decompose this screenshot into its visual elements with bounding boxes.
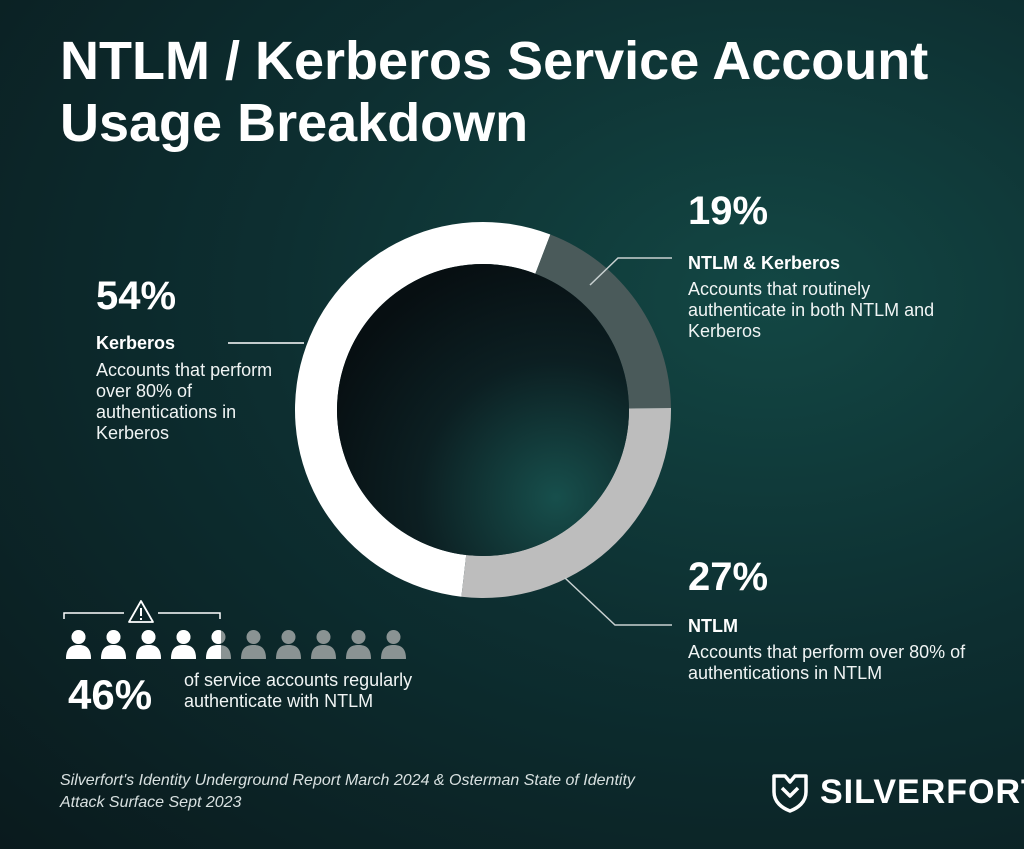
ntlm-usage-percent: 46% bbox=[68, 671, 153, 718]
ntlm-leader-line bbox=[564, 577, 672, 626]
ntlm-percent: 27% bbox=[688, 555, 769, 599]
donut-slices bbox=[294, 221, 671, 598]
ntlm-kerberos-leader-line bbox=[589, 257, 672, 286]
brand-logo: SILVERFORT bbox=[768, 770, 1024, 814]
warning-icon bbox=[128, 600, 154, 623]
silverfort-shield-icon bbox=[772, 774, 808, 813]
people-bracket bbox=[63, 612, 221, 619]
ntlm-kerberos-percent: 19% bbox=[688, 189, 769, 233]
ntlm-label: NTLM bbox=[688, 616, 738, 636]
kerberos-label: Kerberos bbox=[96, 333, 176, 353]
slice-kerberos bbox=[294, 221, 551, 597]
slice-ntlm-kerberos bbox=[535, 234, 671, 409]
ntlm-kerberos-description: Accounts that routinely authenticate in … bbox=[688, 279, 935, 341]
ntlm-usage-note: of service accounts regularly authentica… bbox=[184, 670, 413, 711]
ntlm-description: Accounts that perform over 80% of authen… bbox=[688, 642, 966, 683]
person-icon bbox=[206, 630, 231, 659]
source-citation: Silverfort's Identity Underground Report… bbox=[60, 772, 635, 811]
person-icon bbox=[381, 630, 406, 659]
person-icon bbox=[136, 630, 161, 659]
kerberos-description: Accounts that perform over 80% of authen… bbox=[96, 360, 273, 443]
person-icon bbox=[241, 630, 266, 659]
donut-hole bbox=[337, 264, 629, 556]
ntlm-kerberos-label: NTLM & Kerberos bbox=[688, 253, 841, 273]
brand-name: SILVERFORT bbox=[820, 772, 1024, 811]
person-icon bbox=[346, 630, 371, 659]
person-icon bbox=[66, 630, 91, 659]
person-icon bbox=[171, 630, 196, 659]
kerberos-percent: 54% bbox=[96, 274, 177, 318]
person-icon bbox=[101, 630, 126, 659]
slice-ntlm bbox=[461, 408, 671, 598]
chart-title: NTLM / Kerberos Service Account Usage Br… bbox=[60, 31, 929, 153]
people-icon-row bbox=[66, 629, 406, 659]
person-icon bbox=[311, 630, 336, 659]
person-icon bbox=[276, 630, 301, 659]
